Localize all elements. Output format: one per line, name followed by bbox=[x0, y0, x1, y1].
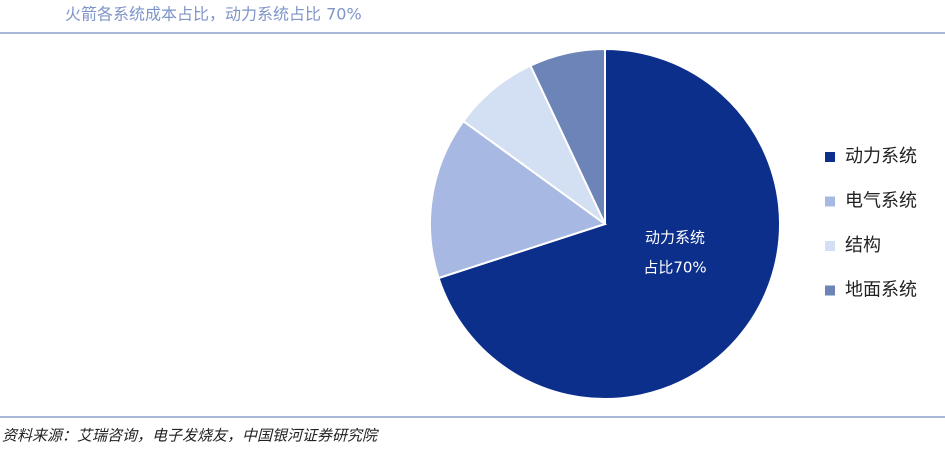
legend-swatch bbox=[825, 152, 835, 162]
legend-swatch bbox=[825, 241, 835, 251]
pie-slice bbox=[437, 47, 781, 400]
source-note: 资料来源：艾瑞咨询，电子发烧友，中国银河证券研究院 bbox=[2, 427, 379, 445]
legend-label: 结构 bbox=[845, 235, 881, 256]
legend-swatch bbox=[825, 285, 835, 296]
legend-label: 电气系统 bbox=[845, 191, 917, 212]
pie-slice bbox=[529, 47, 606, 225]
slice-annotation: 占比70% bbox=[643, 259, 706, 277]
legend-label: 地面系统 bbox=[845, 280, 917, 301]
chart-title: 火箭各系统成本占比，动力系统占比 70% bbox=[65, 5, 362, 24]
pie-slice bbox=[429, 119, 608, 280]
slice-annotation: 动力系统 bbox=[645, 229, 705, 247]
legend-swatch bbox=[825, 196, 835, 207]
legend-label: 动力系统 bbox=[845, 146, 917, 167]
